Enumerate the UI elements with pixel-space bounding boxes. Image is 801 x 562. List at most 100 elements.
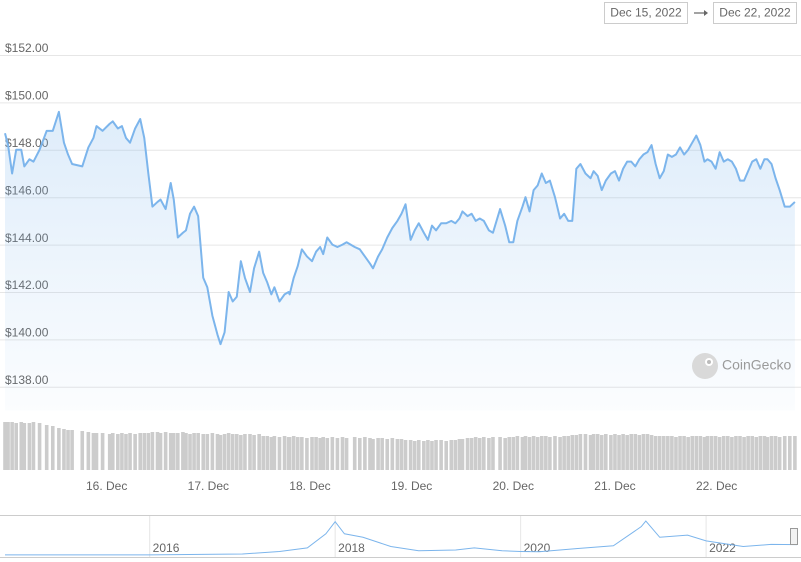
- range-end-box[interactable]: [713, 2, 797, 24]
- volume-bar: [591, 434, 596, 470]
- volume-bar: [176, 433, 180, 470]
- volume-bar: [295, 437, 300, 470]
- volume-bar: [215, 434, 220, 470]
- volume-bar: [416, 440, 421, 470]
- watermark: CoinGecko: [722, 357, 791, 373]
- volume-bar: [645, 434, 650, 470]
- volume-bar: [291, 436, 296, 470]
- volume-bar: [222, 434, 227, 470]
- x-tick-label: 18. Dec: [289, 479, 330, 493]
- volume-bar: [116, 434, 120, 470]
- volume-bar: [721, 436, 726, 470]
- volume-bar: [44, 425, 49, 470]
- volume-bar: [390, 438, 395, 470]
- volume-bar: [746, 436, 750, 470]
- volume-bar: [234, 434, 239, 470]
- volume-bar: [782, 436, 787, 470]
- volume-bar: [439, 440, 443, 470]
- volume-bar: [758, 436, 763, 470]
- volume-bar: [252, 435, 256, 470]
- volume-bar: [469, 438, 474, 470]
- range-start[interactable]: Dec 15, 2022: [610, 6, 682, 20]
- volume-bar: [408, 440, 413, 470]
- range-start-box[interactable]: [604, 2, 688, 24]
- volume-bar: [325, 438, 330, 470]
- volume-bar: [50, 426, 55, 470]
- volume-bar: [738, 436, 742, 470]
- volume-bar: [670, 436, 674, 470]
- volume-bar: [444, 441, 449, 470]
- range-end[interactable]: Dec 22, 2022: [719, 6, 791, 20]
- volume-bar: [709, 436, 714, 470]
- volume-bar: [70, 430, 74, 470]
- range-arrow: [694, 10, 708, 16]
- volume-bar: [604, 434, 608, 470]
- navigator-handle[interactable]: [790, 528, 798, 545]
- volume-bar: [265, 436, 270, 470]
- volume-bar: [633, 434, 638, 470]
- volume-bar: [742, 437, 746, 470]
- volume-bar: [133, 434, 137, 470]
- volume-bar: [453, 440, 458, 470]
- x-tick-label: 17. Dec: [188, 479, 229, 493]
- volume-bar: [171, 433, 176, 470]
- volume-bar: [395, 439, 400, 470]
- volume-bar: [777, 437, 782, 470]
- volume-bar: [37, 423, 42, 470]
- volume-bar: [449, 440, 454, 470]
- volume-bar: [609, 435, 613, 470]
- volume-bar: [57, 428, 61, 470]
- y-tick-label: $148.00: [5, 136, 49, 150]
- volume-bar: [210, 433, 215, 470]
- volume-bar: [10, 422, 14, 470]
- x-tick-label: 20. Dec: [493, 479, 534, 493]
- volume-bar: [558, 437, 562, 470]
- volume-bar: [192, 433, 196, 470]
- volume-bar: [574, 435, 579, 470]
- volume-bar: [793, 436, 797, 470]
- volume-bar: [531, 436, 536, 470]
- volume-bar: [686, 437, 690, 470]
- volume-bar: [80, 431, 85, 470]
- volume-bar: [653, 436, 658, 470]
- volume-bar: [330, 437, 335, 470]
- volume-bar: [248, 434, 252, 470]
- volume-bar: [100, 433, 105, 470]
- volume-bar: [595, 434, 600, 470]
- volume-bar: [678, 436, 682, 470]
- volume-bar: [498, 437, 502, 470]
- volume-bar: [243, 434, 247, 470]
- volume-bar: [371, 439, 375, 470]
- volume-bar: [6, 422, 10, 470]
- volume-bar: [201, 434, 206, 470]
- volume-bar: [698, 436, 703, 470]
- volume-bar: [553, 436, 557, 470]
- volume-bar: [734, 436, 738, 470]
- volume-bar: [690, 436, 695, 470]
- volume-bar: [335, 438, 340, 470]
- navigator-tick-label: 2020: [524, 541, 551, 555]
- volume-bar: [674, 437, 678, 470]
- volume-bar: [507, 437, 512, 470]
- volume-bar: [629, 434, 634, 470]
- volume-bar: [158, 433, 163, 470]
- volume-bar: [562, 436, 566, 470]
- volume-bar: [128, 433, 132, 470]
- volume-bar: [583, 434, 588, 470]
- volume-bar: [321, 437, 325, 470]
- volume-bar: [520, 437, 525, 470]
- volume-bar: [385, 439, 390, 470]
- volume-bar: [188, 434, 192, 470]
- volume-bar: [124, 434, 128, 470]
- volume-bar: [769, 436, 774, 470]
- volume-bar: [272, 436, 277, 470]
- volume-bar: [22, 423, 27, 470]
- price-series: [4, 110, 796, 411]
- volume-bar: [566, 436, 570, 470]
- volume-bar: [376, 438, 380, 470]
- volume-bar: [762, 436, 767, 470]
- volume-bar: [457, 439, 462, 470]
- navigator-tick-label: 2016: [153, 541, 180, 555]
- volume-bar: [599, 435, 604, 470]
